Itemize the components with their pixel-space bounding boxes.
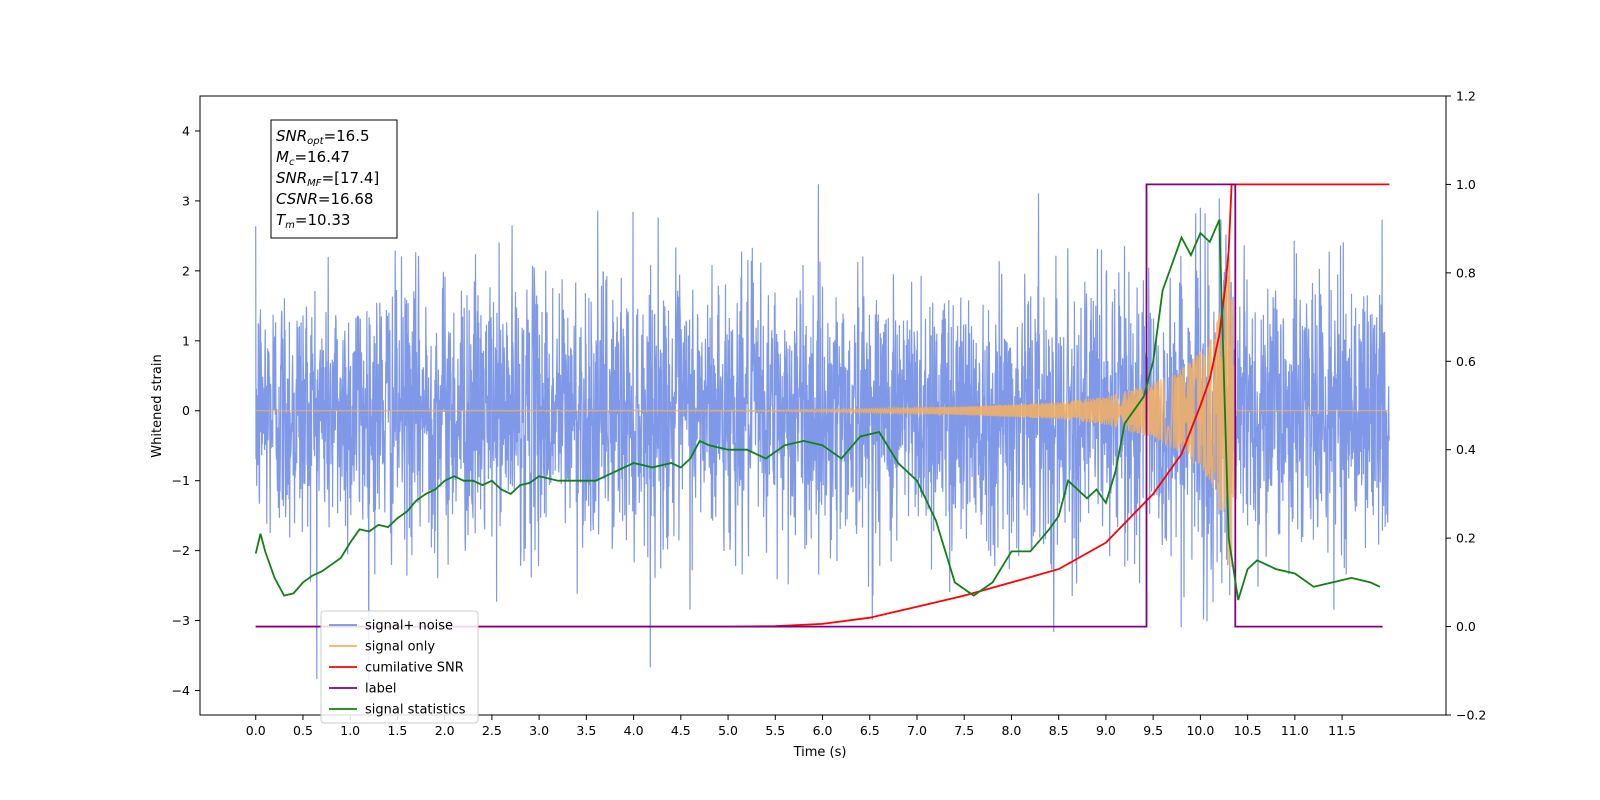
x-axis-label: Time (s) [793, 745, 847, 760]
legend-label: signal+ noise [365, 619, 453, 634]
annotation-line: SNRMF=[17.4] [276, 169, 379, 189]
x-tick-label: 8.0 [1002, 723, 1022, 738]
x-tick-label: 10.0 [1186, 723, 1214, 738]
legend: signal+ noise signal only cumilative SNR la… [320, 610, 479, 724]
y-tick-label: 4 [182, 123, 190, 138]
x-tick-label: 3.0 [529, 723, 549, 738]
x-tick-label: 10.5 [1234, 723, 1262, 738]
x-tick-label: 1.5 [387, 723, 407, 738]
legend-label: label [365, 682, 396, 697]
x-tick-label: 8.5 [1049, 723, 1069, 738]
y2-tick-label: −0.2 [1456, 708, 1486, 723]
x-tick-label: 9.5 [1143, 723, 1163, 738]
y2-tick-label: 0.6 [1456, 354, 1476, 369]
series-signal-noise [255, 184, 1390, 684]
annotation-line: Tm=10.33 [276, 211, 350, 231]
y-tick-label: 1 [182, 333, 190, 348]
y-tick-label: 0 [182, 403, 190, 418]
y-tick-label: 2 [182, 263, 190, 278]
y2-tick-label: 0.2 [1456, 531, 1476, 546]
y2-tick-label: 1.2 [1456, 89, 1476, 104]
y2-tick-label: 1.0 [1456, 177, 1476, 192]
x-tick-label: 7.5 [954, 723, 974, 738]
y2-tick-label: 0.4 [1456, 442, 1476, 457]
x-tick-label: 4.0 [624, 723, 644, 738]
series-signal-only [255, 256, 1390, 570]
x-tick-label: 9.0 [1096, 723, 1116, 738]
x-tick-label: 6.0 [813, 723, 833, 738]
y-tick-label: −1 [172, 473, 190, 488]
x-axis: 0.0 0.5 1.0 1.5 2.0 2.5 3.0 3.5 4.0 4.5 5.0 5.5 6.0 6… [246, 715, 1356, 738]
x-tick-label: 5.0 [718, 723, 738, 738]
y2-axis-right: 1.2 1.0 0.8 0.6 0.4 0.2 0.0 −0.2 [1446, 89, 1486, 723]
x-tick-label: 5.5 [765, 723, 785, 738]
x-tick-label: 6.5 [860, 723, 880, 738]
annotation-line: CSNR=16.68 [276, 190, 373, 208]
x-tick-label: 4.5 [671, 723, 691, 738]
y2-tick-label: 0.8 [1456, 265, 1476, 280]
legend-label: cumilative SNR [365, 661, 464, 676]
y-tick-label: −3 [172, 613, 190, 628]
stats-annotation: SNRopt=16.5Mc=16.47SNRMF=[17.4]CSNR=16.6… [270, 119, 398, 239]
series-cumulative-snr [255, 183, 1390, 628]
y-axis-label: Whitened strain [150, 354, 165, 457]
x-tick-label: 3.5 [576, 723, 596, 738]
y-tick-label: 3 [182, 193, 190, 208]
annotation-line: Mc=16.47 [276, 148, 350, 168]
series-signal-statistics [254, 219, 1381, 601]
y2-tick-label: 0.0 [1456, 619, 1476, 634]
y-tick-label: −2 [172, 543, 190, 558]
x-tick-label: 2.0 [435, 723, 455, 738]
x-tick-label: 11.5 [1328, 723, 1356, 738]
x-tick-label: 0.5 [293, 723, 313, 738]
x-tick-label: 11.0 [1281, 723, 1309, 738]
series-label [255, 183, 1383, 628]
x-tick-label: 1.0 [340, 723, 360, 738]
legend-label: signal statistics [365, 703, 466, 718]
annotation-box [270, 119, 398, 239]
x-tick-label: 2.5 [482, 723, 502, 738]
legend-label: signal only [365, 640, 435, 655]
x-tick-label: 0.0 [246, 723, 266, 738]
y-tick-label: −4 [172, 683, 190, 698]
legend-box [320, 610, 479, 724]
x-tick-label: 7.0 [907, 723, 927, 738]
annotation-line: SNRopt=16.5 [276, 127, 370, 147]
y-axis: 4 3 2 1 0 −1 −2 −3 −4 [172, 123, 200, 698]
